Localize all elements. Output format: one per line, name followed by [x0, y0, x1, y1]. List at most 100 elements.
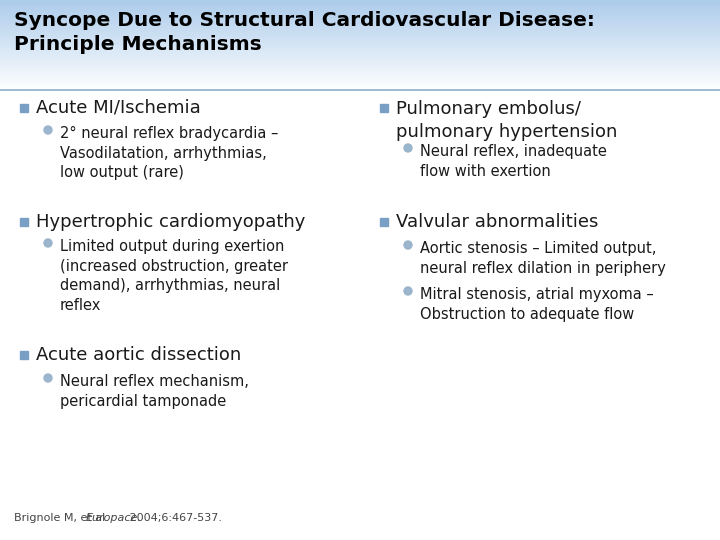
- Bar: [0, 39, 720, 40]
- Bar: [20, 351, 28, 359]
- Bar: [0, 56, 720, 57]
- Bar: [0, 69, 720, 70]
- Bar: [0, 72, 720, 73]
- Bar: [0, 42, 720, 43]
- Circle shape: [404, 144, 412, 152]
- Text: Principle Mechanisms: Principle Mechanisms: [14, 36, 262, 55]
- Bar: [0, 26, 720, 27]
- Bar: [0, 47, 720, 48]
- Bar: [0, 5, 720, 6]
- Circle shape: [404, 241, 412, 249]
- Bar: [0, 29, 720, 30]
- Bar: [0, 4, 720, 5]
- Bar: [0, 32, 720, 33]
- Bar: [0, 34, 720, 35]
- Bar: [0, 60, 720, 61]
- Bar: [0, 71, 720, 72]
- Bar: [0, 46, 720, 47]
- Bar: [0, 15, 720, 16]
- Bar: [0, 9, 720, 10]
- Bar: [0, 74, 720, 75]
- Bar: [380, 218, 388, 226]
- Bar: [0, 8, 720, 9]
- Text: Mitral stenosis, atrial myxoma –
Obstruction to adequate flow: Mitral stenosis, atrial myxoma – Obstruc…: [420, 287, 654, 321]
- Bar: [0, 43, 720, 44]
- Text: Brignole M, et al.: Brignole M, et al.: [14, 513, 112, 523]
- Text: Acute MI/Ischemia: Acute MI/Ischemia: [36, 99, 201, 117]
- Bar: [0, 27, 720, 28]
- Circle shape: [404, 287, 412, 295]
- Bar: [0, 58, 720, 59]
- Bar: [0, 57, 720, 58]
- Bar: [0, 2, 720, 3]
- Bar: [0, 63, 720, 64]
- Bar: [0, 81, 720, 82]
- Bar: [0, 10, 720, 11]
- Bar: [0, 6, 720, 7]
- Text: Neural reflex, inadequate
flow with exertion: Neural reflex, inadequate flow with exer…: [420, 144, 607, 179]
- Bar: [0, 54, 720, 55]
- Circle shape: [44, 126, 52, 134]
- Bar: [0, 37, 720, 38]
- Text: Hypertrophic cardiomyopathy: Hypertrophic cardiomyopathy: [36, 213, 305, 231]
- Text: Acute aortic dissection: Acute aortic dissection: [36, 346, 241, 364]
- Bar: [0, 87, 720, 88]
- Text: Neural reflex mechanism,
pericardial tamponade: Neural reflex mechanism, pericardial tam…: [60, 374, 249, 409]
- Bar: [0, 35, 720, 36]
- Bar: [0, 19, 720, 20]
- Bar: [0, 85, 720, 86]
- Bar: [0, 67, 720, 68]
- Bar: [0, 51, 720, 52]
- Bar: [0, 89, 720, 90]
- Bar: [0, 0, 720, 1]
- Bar: [0, 25, 720, 26]
- Bar: [20, 104, 28, 112]
- Circle shape: [44, 374, 52, 382]
- Bar: [0, 64, 720, 65]
- Bar: [0, 40, 720, 41]
- Bar: [0, 16, 720, 17]
- Bar: [0, 33, 720, 34]
- Bar: [0, 53, 720, 54]
- Bar: [0, 3, 720, 4]
- Bar: [20, 218, 28, 226]
- Bar: [0, 45, 720, 46]
- Bar: [0, 76, 720, 77]
- Bar: [0, 77, 720, 78]
- Text: Europace.: Europace.: [86, 513, 142, 523]
- Bar: [0, 14, 720, 15]
- Bar: [0, 22, 720, 23]
- Bar: [0, 73, 720, 74]
- Bar: [0, 12, 720, 13]
- Bar: [0, 17, 720, 18]
- Bar: [0, 41, 720, 42]
- Text: 2° neural reflex bradycardia –
Vasodilatation, arrhythmias,
low output (rare): 2° neural reflex bradycardia – Vasodilat…: [60, 126, 279, 180]
- Bar: [0, 79, 720, 80]
- Bar: [0, 68, 720, 69]
- Bar: [0, 82, 720, 83]
- Bar: [0, 59, 720, 60]
- Bar: [0, 18, 720, 19]
- Bar: [0, 48, 720, 49]
- Text: Aortic stenosis – Limited output,
neural reflex dilation in periphery: Aortic stenosis – Limited output, neural…: [420, 241, 666, 275]
- Text: Valvular abnormalities: Valvular abnormalities: [396, 213, 598, 231]
- Bar: [0, 84, 720, 85]
- Text: Syncope Due to Structural Cardiovascular Disease:: Syncope Due to Structural Cardiovascular…: [14, 11, 595, 30]
- Text: Limited output during exertion
(increased obstruction, greater
demand), arrhythm: Limited output during exertion (increase…: [60, 239, 288, 313]
- Bar: [0, 23, 720, 24]
- Bar: [0, 65, 720, 66]
- Bar: [0, 7, 720, 8]
- Text: 2004;6:467-537.: 2004;6:467-537.: [126, 513, 222, 523]
- Bar: [0, 88, 720, 89]
- Bar: [0, 75, 720, 76]
- Bar: [0, 50, 720, 51]
- Bar: [0, 44, 720, 45]
- Bar: [0, 86, 720, 87]
- Bar: [0, 83, 720, 84]
- Bar: [0, 52, 720, 53]
- Bar: [0, 20, 720, 21]
- Bar: [0, 28, 720, 29]
- Bar: [0, 31, 720, 32]
- Bar: [0, 62, 720, 63]
- Bar: [0, 21, 720, 22]
